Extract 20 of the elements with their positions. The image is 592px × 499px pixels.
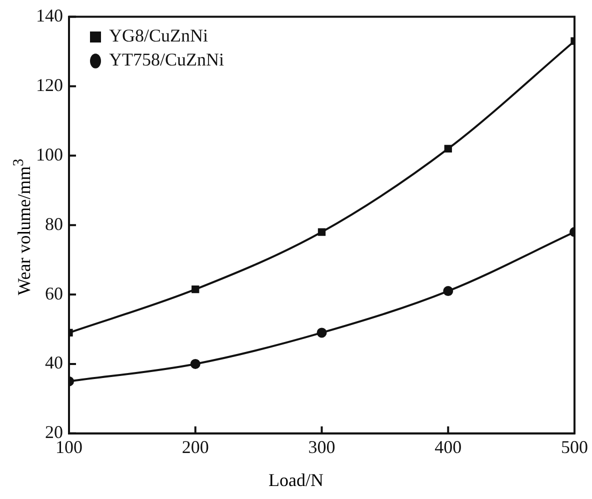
x-tick-label: 200 <box>182 436 209 457</box>
x-tick-label: 500 <box>561 436 588 457</box>
y-tick-label: 120 <box>36 74 63 95</box>
point <box>316 328 327 338</box>
x-axis-title: Load/N <box>268 470 324 491</box>
point <box>444 144 452 153</box>
x-tick-label: 400 <box>434 436 462 457</box>
legend-label: YT758/CuZnNi <box>109 50 224 70</box>
point <box>443 286 454 296</box>
point <box>190 358 200 369</box>
point <box>318 228 326 236</box>
y-tick-label: 140 <box>36 6 63 26</box>
y-tick-label: 40 <box>45 352 63 373</box>
y-tick-label: 100 <box>36 144 63 164</box>
y-tick-label: 80 <box>45 214 63 234</box>
legend-label: YG8/CuZnNi <box>109 26 208 46</box>
y-tick-label: 20 <box>45 422 63 442</box>
point <box>192 286 200 294</box>
y-tick-label: 60 <box>45 283 63 304</box>
x-tick-label: 300 <box>308 436 336 457</box>
